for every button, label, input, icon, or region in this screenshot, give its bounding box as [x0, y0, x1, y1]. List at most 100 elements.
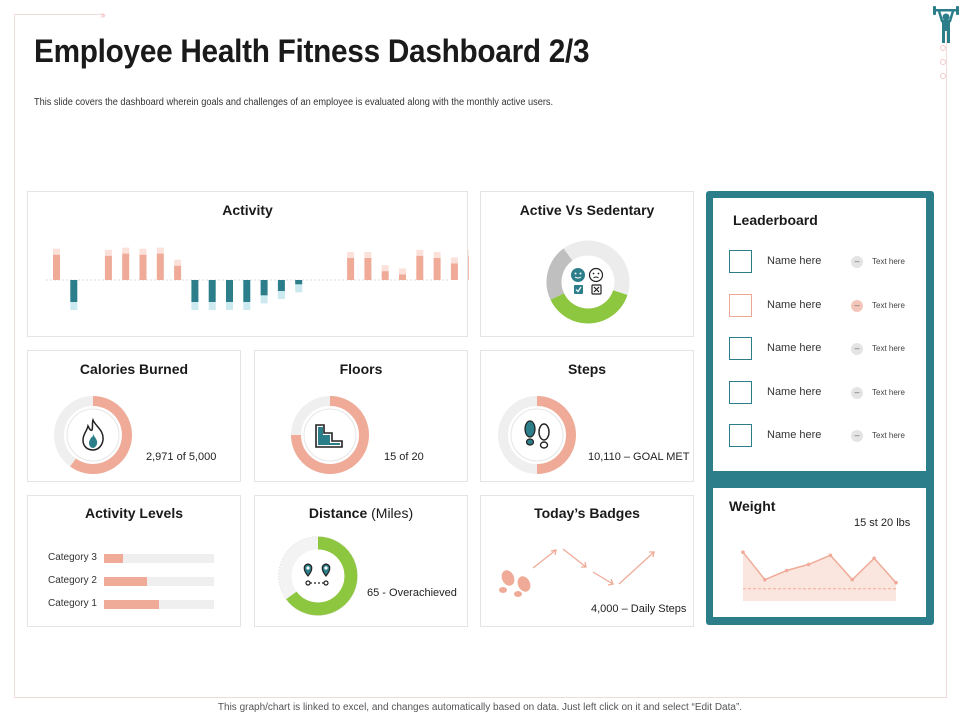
- weight-chart: [741, 550, 898, 601]
- activity-level-track: [104, 577, 214, 586]
- activity-bar-neg-cap: [260, 295, 268, 304]
- activity-bar-pos: [122, 253, 130, 280]
- activity-bar-pos: [174, 265, 182, 280]
- activity-bar-pos: [156, 253, 164, 280]
- steps-ring: [498, 396, 576, 474]
- activity-bar-neg-cap: [295, 284, 303, 293]
- activity-bar-pos-cap: [399, 268, 406, 275]
- avs-slice: [550, 289, 628, 324]
- activity-bar-neg: [226, 280, 233, 302]
- activity-level-bar: [104, 600, 159, 609]
- location-route-icon: [303, 563, 331, 586]
- activity-bar-pos-cap: [104, 249, 112, 256]
- activity-bar-pos-cap: [450, 257, 458, 264]
- distance-card: Distance (Miles) 65 - Overachieved: [254, 495, 468, 627]
- activity-bar-pos: [347, 258, 355, 280]
- flame-icon: [82, 418, 104, 451]
- weight-point: [763, 577, 767, 582]
- activity-bar-pos-cap: [139, 248, 147, 255]
- distance-outline: [278, 536, 358, 616]
- leaderboard-row[interactable]: Name here – Text here: [729, 337, 919, 363]
- avs-slice: [563, 240, 630, 295]
- floors-title: Floors: [339, 361, 383, 377]
- weight-point: [850, 577, 855, 582]
- leaderboard-row[interactable]: Name here – Text here: [729, 293, 919, 320]
- corner-decoration: ›››: [100, 10, 106, 21]
- weight-point: [806, 562, 811, 567]
- weight-title: Weight: [729, 498, 776, 514]
- activity-bar-pos: [399, 274, 406, 280]
- steps-title: Steps: [567, 361, 607, 377]
- activity-bar-pos-cap: [122, 247, 130, 254]
- stairs-icon: [315, 424, 343, 448]
- weight-point: [784, 568, 789, 573]
- activity-bar-pos: [433, 258, 441, 280]
- weight-point: [894, 580, 898, 585]
- activity-card: Activity: [27, 191, 469, 337]
- activity-bar-pos: [381, 271, 389, 280]
- weight-value: 15 st 20 lbs: [854, 517, 911, 529]
- activity-bar-pos: [53, 254, 60, 280]
- activity-bar-pos: [139, 254, 147, 280]
- leaderboard-avatar-box: [729, 293, 752, 317]
- activity-bar-pos-cap: [381, 265, 389, 272]
- activity-bar-pos-cap: [433, 252, 441, 258]
- distance-title-text: Distance: [308, 505, 368, 521]
- floors-value: 15 of 20: [384, 451, 424, 463]
- leaderboard-avatar-box: [729, 250, 752, 273]
- activity-bar-pos: [364, 258, 372, 280]
- leaderboard-avatar-box: [729, 337, 752, 360]
- activity-bar-neg: [295, 280, 303, 285]
- badges-value: 4,000 – Daily Steps: [591, 603, 687, 615]
- activity-levels-title: Activity Levels: [84, 505, 184, 521]
- leaderboard-text: Text here: [872, 344, 905, 353]
- distance-progress: [286, 536, 358, 616]
- floors-card: Floors 15 of 20: [254, 350, 468, 482]
- activity-level-bar: [104, 577, 147, 586]
- activity-bar-neg: [191, 280, 199, 302]
- activity-bar-pos: [468, 255, 469, 280]
- weight-area: [743, 552, 896, 601]
- leaderboard-avatar-box: [729, 380, 752, 404]
- activity-bar-pos: [104, 255, 112, 280]
- distance-value: 65 - Overachieved: [367, 587, 457, 599]
- activity-bar-pos: [450, 263, 458, 280]
- ring-progress: [70, 396, 132, 474]
- weight-card: Weight 15 st 20 lbs: [713, 488, 926, 617]
- weightlifter-icon: [933, 6, 959, 43]
- leaderboard-name: Name here: [767, 429, 822, 441]
- calories-value: 2,971 of 5,000: [146, 451, 217, 463]
- leaderboard-text: Text here: [872, 431, 905, 440]
- activity-bar-pos-cap: [364, 252, 372, 258]
- active-sedentary-card: Active Vs Sedentary: [480, 191, 694, 337]
- footprints-icon: [524, 420, 550, 449]
- activity-bar-pos-cap: [174, 259, 182, 266]
- trend-arrows: [532, 548, 655, 586]
- leaderboard-row[interactable]: Name here – Text here: [729, 424, 919, 450]
- ring-progress: [536, 396, 576, 474]
- weight-point: [741, 550, 745, 554]
- minus-icon: –: [851, 256, 863, 268]
- leaderboard-text: Text here: [872, 300, 905, 310]
- calories-title: Calories Burned: [79, 361, 189, 377]
- badges-graphic: [499, 548, 655, 597]
- activity-level-bar: [104, 554, 123, 563]
- weight-point: [828, 553, 833, 558]
- activity-bar-neg: [208, 280, 216, 302]
- avs-slice: [546, 248, 573, 300]
- leaderboard-text: Text here: [872, 387, 905, 397]
- activity-bar-neg: [243, 280, 251, 302]
- side-decoration: [940, 45, 946, 79]
- distance-chart: [278, 536, 358, 616]
- slide-frame: [14, 14, 947, 698]
- minus-icon: –: [851, 430, 863, 442]
- leaderboard-row[interactable]: Name here – Text here: [729, 250, 919, 276]
- badges-title: Today’s Badges: [534, 505, 640, 521]
- activity-bar-neg-cap: [208, 302, 216, 310]
- activity-level-track: [104, 554, 214, 563]
- leaderboard-row[interactable]: Name here – Text here: [729, 380, 919, 407]
- leaderboard-avatar-box: [729, 424, 752, 447]
- leaderboard-name: Name here: [767, 255, 822, 267]
- footprint-icon: [499, 570, 531, 597]
- activity-bar-neg-cap: [191, 302, 199, 310]
